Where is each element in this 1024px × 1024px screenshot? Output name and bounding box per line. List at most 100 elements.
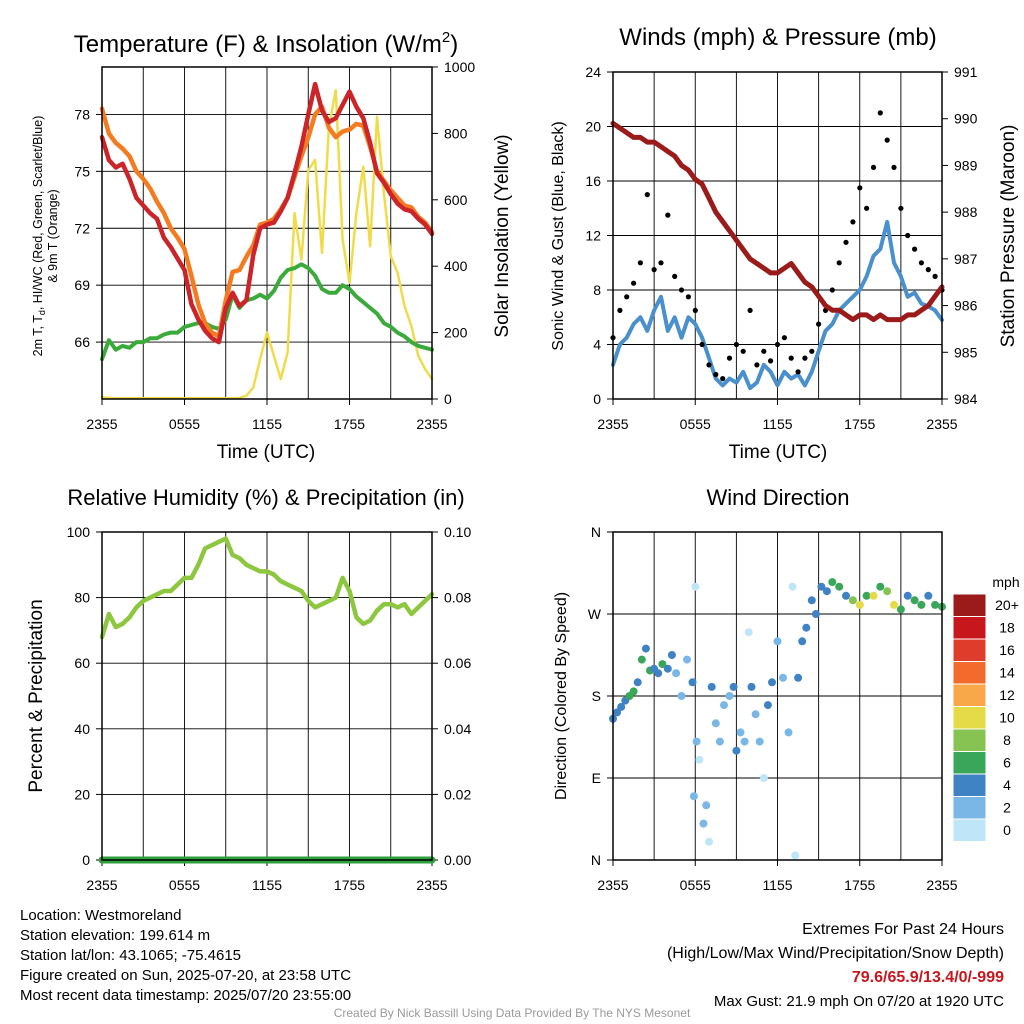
wind-gust-point bbox=[816, 321, 822, 327]
wind-direction-point bbox=[747, 682, 756, 691]
wind-direction-point bbox=[842, 591, 850, 600]
wind-y-axis-label: Sonic Wind & Gust (Blue, Black) bbox=[550, 121, 567, 350]
colorbar-label: 10 bbox=[999, 710, 1015, 726]
wind-gust-point bbox=[651, 267, 657, 273]
wind-y-tick-label: 20 bbox=[585, 119, 601, 135]
wind-x-tick-label: 2355 bbox=[926, 416, 957, 432]
wind-direction-point bbox=[768, 678, 776, 687]
wind-direction-point bbox=[672, 669, 681, 678]
wind-y-tick-label: 8 bbox=[593, 282, 601, 298]
humidity-y-tick-label: 0 bbox=[82, 852, 90, 868]
wind-direction-point bbox=[788, 582, 797, 591]
colorbar-swatch bbox=[952, 638, 987, 662]
wind-direction-point bbox=[711, 719, 720, 728]
wind-gust-point bbox=[843, 239, 849, 245]
wind-gust-point bbox=[733, 341, 740, 348]
wind-direction-point bbox=[699, 819, 708, 828]
temperature-y-tick-label: 78 bbox=[74, 106, 90, 122]
colorbar-label: 2 bbox=[1003, 800, 1011, 816]
wind-direction-point bbox=[613, 708, 622, 717]
wind-direction-point bbox=[688, 678, 697, 687]
wind-gust-point bbox=[809, 348, 815, 354]
wind-direction-point bbox=[763, 701, 772, 710]
winds-pressure-panel: Winds (mph) & Pressure (mb) Time (UTC) S… bbox=[550, 24, 1019, 463]
wind-gust-point bbox=[747, 307, 753, 313]
wind-direction-point bbox=[705, 837, 713, 846]
wind-gust-point bbox=[665, 212, 671, 218]
wind-direction-points bbox=[609, 578, 946, 860]
speed-colorbar: 20+ 18 16 14 12 10 8 6 4 2 0 bbox=[952, 593, 1019, 842]
insolation-y-axis-label: Solar Insolation (Yellow) bbox=[492, 134, 513, 337]
wind-y-tick-label: 12 bbox=[585, 228, 601, 244]
wind-gust-point bbox=[884, 137, 890, 143]
colorbar-swatch bbox=[952, 593, 987, 617]
wind-direction-point bbox=[744, 628, 753, 637]
direction-plot-border bbox=[612, 531, 943, 861]
temperature-y-tick-label: 66 bbox=[74, 334, 90, 350]
wind-direction-point bbox=[848, 596, 857, 605]
temperature-y-axis-label: 2m T, Td, HI/WC (Red, Green, Scarlet/Blu… bbox=[31, 116, 47, 357]
humidity-x-tick-label: 1155 bbox=[252, 877, 282, 893]
wind-gust-point bbox=[692, 307, 698, 313]
humidity-panel-title: Relative Humidity (%) & Precipitation (i… bbox=[67, 485, 464, 510]
colorbar-swatch bbox=[952, 751, 987, 775]
wind-direction-point bbox=[876, 582, 885, 591]
wind-gust-point bbox=[617, 307, 623, 313]
colorbar-label: 12 bbox=[999, 687, 1015, 703]
credit-line: Created By Nick Bassill Using Data Provi… bbox=[333, 1006, 691, 1020]
temperature-x-ticks: 2355 0555 1155 1755 2355 bbox=[86, 399, 448, 432]
station-latlon: Station lat/lon: 43.1065; -75.4615 bbox=[20, 947, 242, 964]
wind-direction-point bbox=[931, 600, 940, 609]
wind-direction-point bbox=[883, 587, 892, 596]
wind-gust-point bbox=[877, 110, 883, 116]
wind-gust-point bbox=[932, 273, 938, 279]
wind-gust-point bbox=[891, 164, 897, 170]
direction-y-tick-label: N bbox=[591, 524, 601, 540]
wind-gust-point bbox=[870, 164, 877, 170]
wind-direction-point bbox=[707, 682, 716, 691]
station-location: Location: Westmoreland bbox=[20, 907, 182, 924]
wind-gust-point bbox=[624, 294, 630, 300]
wind-gust-point bbox=[781, 335, 788, 341]
wind-gust-point bbox=[864, 205, 870, 211]
temperature-x-tick-label: 2355 bbox=[416, 416, 447, 432]
colorbar-label: 18 bbox=[999, 620, 1015, 636]
wind-direction-point bbox=[629, 687, 638, 696]
pressure-y-axis-label: Station Pressure (Maroon) bbox=[998, 125, 1019, 348]
station-info: Location: Westmoreland Station elevation… bbox=[20, 906, 351, 1006]
wind-direction-point bbox=[633, 678, 642, 687]
colorbar-label: 6 bbox=[1003, 755, 1011, 771]
wind-direction-point bbox=[720, 701, 728, 710]
figure-created: Figure created on Sun, 2025-07-20, at 23… bbox=[20, 967, 352, 984]
direction-x-tick-label: 0555 bbox=[680, 877, 711, 893]
station-pressure-line bbox=[610, 120, 945, 323]
wind-y2-tick-label: 990 bbox=[954, 111, 978, 127]
temperature-2m-line bbox=[99, 81, 435, 345]
temperature-y2-tick-label: 600 bbox=[444, 192, 468, 208]
extremes-info: Extremes For Past 24 Hours (High/Low/Max… bbox=[667, 918, 1004, 1014]
wind-direction-panel: Wind Direction Direction (Colored By Spe… bbox=[553, 485, 1020, 893]
sonic-wind-line bbox=[611, 219, 944, 391]
wind-direction-point bbox=[802, 623, 811, 632]
wind-direction-point bbox=[798, 637, 807, 646]
extremes-title: Extremes For Past 24 Hours bbox=[802, 921, 1004, 938]
wind-direction-point bbox=[773, 637, 782, 646]
colorbar-swatch bbox=[952, 796, 987, 820]
wind-gust-point bbox=[850, 219, 856, 225]
humidity-x-tick-label: 2355 bbox=[416, 877, 447, 893]
temperature-y2-tick-label: 0 bbox=[444, 391, 452, 407]
wind-direction-point bbox=[755, 737, 764, 746]
temperature-insolation-panel: Temperature (F) & Insolation (W/m2) Time… bbox=[31, 29, 513, 463]
wind-gust-point bbox=[768, 358, 774, 364]
colorbar-label: 16 bbox=[999, 642, 1015, 658]
wind-gust-point bbox=[644, 192, 650, 198]
colorbar-label: 20+ bbox=[995, 597, 1019, 613]
wind-direction-point bbox=[740, 737, 749, 746]
colorbar-swatch bbox=[952, 728, 987, 752]
temperature-x-tick-label: 1755 bbox=[334, 416, 365, 432]
wind-x-tick-label: 1755 bbox=[844, 416, 875, 432]
temperature-y-tick-label: 72 bbox=[74, 220, 90, 236]
wind-direction-point bbox=[654, 669, 663, 678]
wind-direction-point bbox=[791, 851, 800, 860]
